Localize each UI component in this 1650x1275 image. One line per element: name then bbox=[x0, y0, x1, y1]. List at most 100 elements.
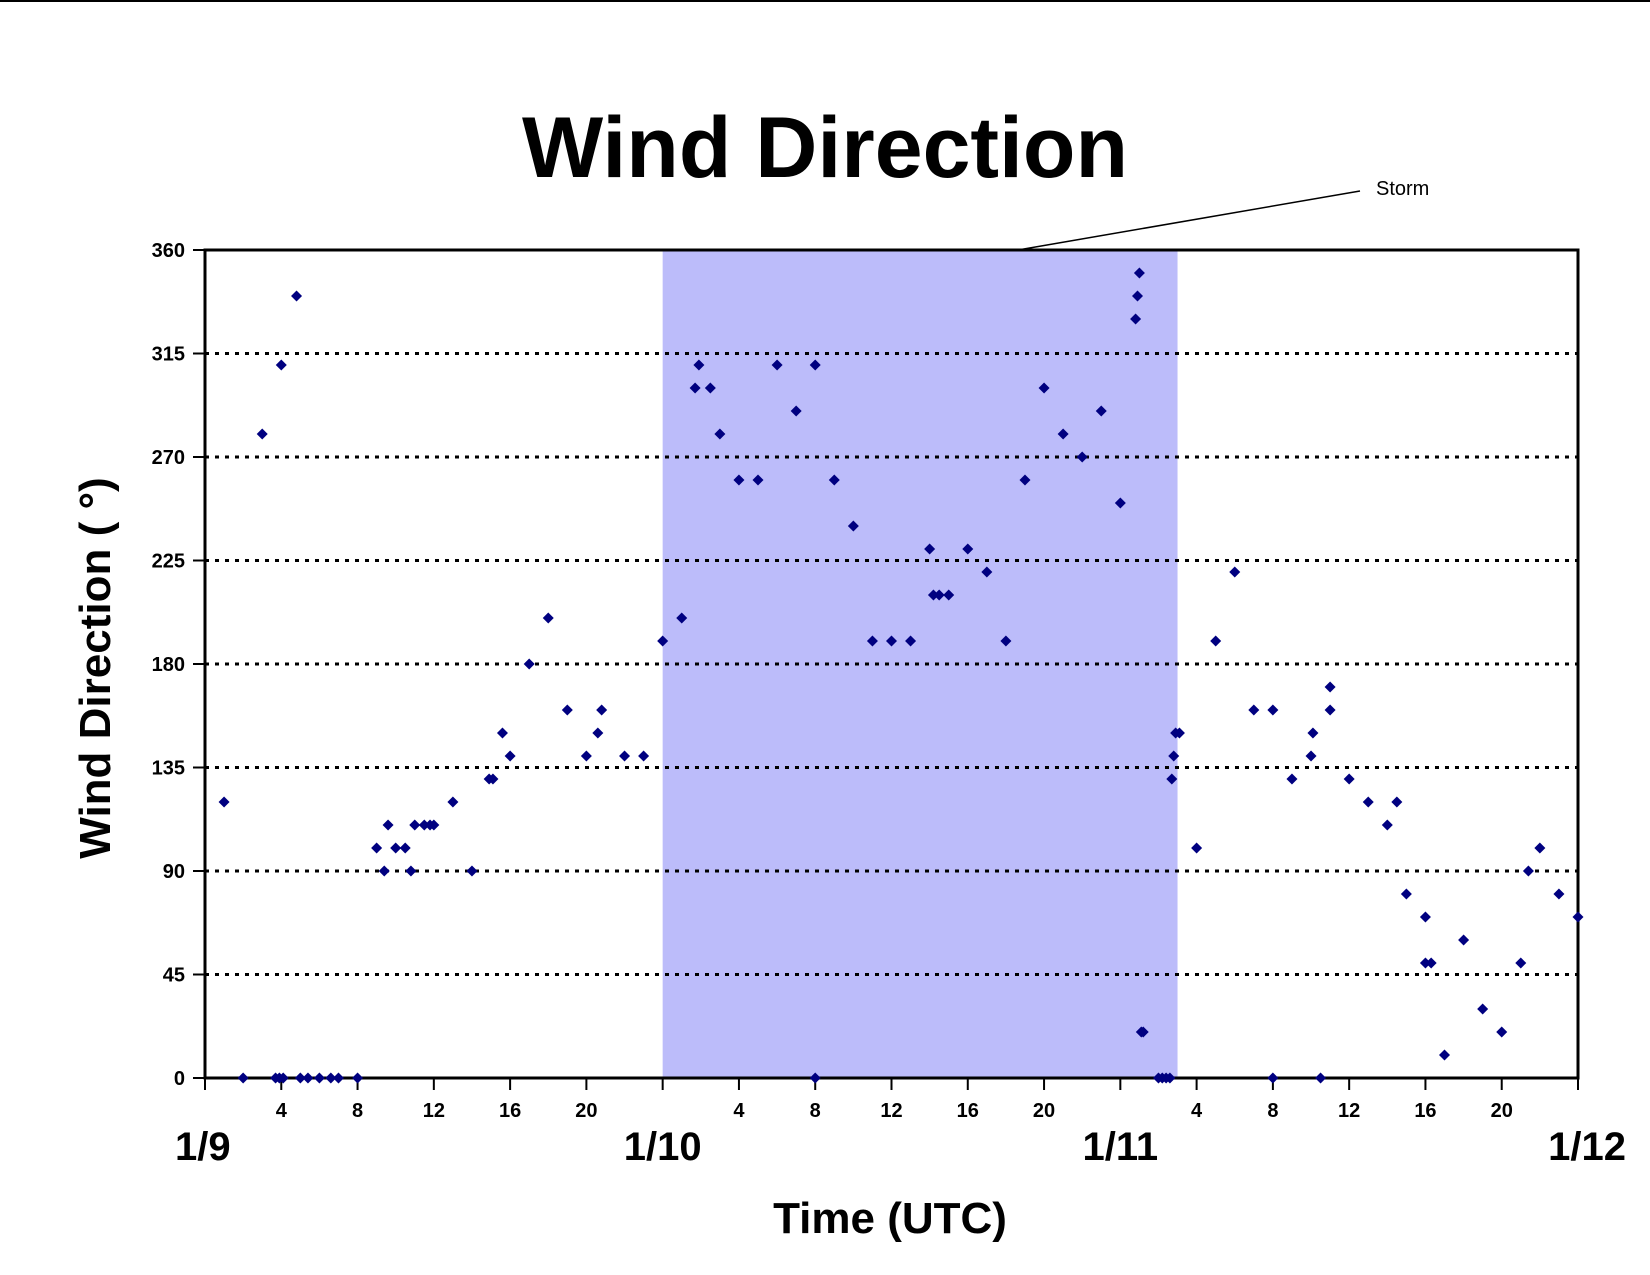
data-point bbox=[447, 796, 459, 808]
data-point bbox=[1553, 888, 1565, 900]
data-point bbox=[1133, 267, 1145, 279]
data-point bbox=[866, 635, 878, 647]
data-point bbox=[1095, 405, 1107, 417]
data-point bbox=[927, 589, 939, 601]
data-point bbox=[466, 865, 478, 877]
data-point bbox=[752, 474, 764, 486]
data-point bbox=[405, 865, 417, 877]
x-tick-label: 4 bbox=[733, 1100, 745, 1122]
data-point bbox=[378, 865, 390, 877]
data-point bbox=[277, 1072, 289, 1084]
x-tick-label: 16 bbox=[499, 1100, 521, 1122]
y-axis-label: Wind Direction ( °) bbox=[71, 477, 120, 858]
day-label-1-10: 1/10 bbox=[624, 1125, 702, 1169]
data-point bbox=[596, 704, 608, 716]
x-tick-label: 20 bbox=[1491, 1100, 1513, 1122]
data-point bbox=[828, 474, 840, 486]
data-point bbox=[325, 1072, 337, 1084]
data-point bbox=[1000, 635, 1012, 647]
day-label-1-12: 1/12 bbox=[1548, 1125, 1626, 1169]
y-tick-label-0: 0 bbox=[174, 1068, 185, 1090]
data-point bbox=[981, 566, 993, 578]
y-tick-label-315: 315 bbox=[152, 344, 185, 366]
data-point bbox=[1400, 888, 1412, 900]
data-point bbox=[1496, 1026, 1508, 1038]
data-point bbox=[218, 796, 230, 808]
x-tick-label: 12 bbox=[880, 1100, 902, 1122]
data-point bbox=[886, 635, 897, 647]
data-point bbox=[924, 543, 936, 555]
data-point bbox=[371, 842, 383, 854]
data-point bbox=[418, 819, 430, 831]
data-point bbox=[1534, 842, 1546, 854]
data-point bbox=[1267, 704, 1279, 716]
y-tick-label-90: 90 bbox=[163, 861, 185, 883]
data-point bbox=[1191, 842, 1203, 854]
y-tick-label-180: 180 bbox=[152, 654, 185, 676]
axes bbox=[193, 248, 1580, 1090]
data-point bbox=[1381, 819, 1393, 831]
data-point bbox=[1307, 727, 1319, 739]
data-point bbox=[1419, 911, 1431, 923]
x-tick-label: 4 bbox=[1191, 1100, 1203, 1122]
data-point bbox=[657, 635, 669, 647]
x-tick-label: 16 bbox=[1414, 1100, 1436, 1122]
data-point bbox=[256, 428, 268, 440]
data-point bbox=[771, 359, 783, 371]
annotations: Storm bbox=[1017, 178, 1429, 251]
y-tick-labels: 0 45 90 135 180 225 270 315 360 bbox=[152, 240, 185, 1090]
data-point bbox=[1305, 750, 1317, 762]
data-point bbox=[390, 842, 402, 854]
data-point bbox=[1210, 635, 1222, 647]
data-point bbox=[504, 750, 516, 762]
data-point bbox=[1057, 428, 1069, 440]
data-point bbox=[809, 359, 821, 371]
data-point bbox=[580, 750, 592, 762]
y-tick-label-45: 45 bbox=[163, 965, 185, 987]
data-point bbox=[275, 359, 287, 371]
y-tick-label-225: 225 bbox=[152, 551, 185, 573]
data-point bbox=[1166, 773, 1178, 785]
data-point bbox=[332, 1072, 344, 1084]
data-point bbox=[294, 1072, 306, 1084]
y-tick-label-270: 270 bbox=[152, 447, 185, 469]
x-tick-label: 8 bbox=[352, 1100, 363, 1122]
data-point bbox=[933, 589, 945, 601]
data-point bbox=[1038, 382, 1050, 394]
top-border-rule bbox=[0, 0, 1650, 2]
x-tick-label: 8 bbox=[810, 1100, 821, 1122]
data-point bbox=[1439, 1049, 1451, 1061]
data-point bbox=[487, 773, 499, 785]
data-point bbox=[399, 842, 411, 854]
data-point bbox=[790, 405, 802, 417]
data-point bbox=[704, 382, 716, 394]
day-label-1-9: 1/9 bbox=[175, 1125, 231, 1169]
data-point bbox=[1076, 451, 1088, 463]
data-point bbox=[1477, 1003, 1489, 1015]
data-point bbox=[689, 382, 701, 394]
x-tick-label: 20 bbox=[575, 1100, 597, 1122]
chart-title: Wind Direction bbox=[522, 100, 1128, 196]
data-point bbox=[1515, 957, 1527, 969]
data-point bbox=[733, 474, 745, 486]
data-point bbox=[291, 290, 303, 302]
data-point bbox=[1248, 704, 1260, 716]
data-point bbox=[619, 750, 631, 762]
data-point bbox=[1019, 474, 1031, 486]
data-point bbox=[1286, 773, 1298, 785]
data-point bbox=[1458, 934, 1470, 946]
data-point bbox=[693, 359, 705, 371]
data-point bbox=[676, 612, 688, 624]
data-point bbox=[1229, 566, 1241, 578]
data-point bbox=[302, 1072, 314, 1084]
x-tick-label: 4 bbox=[276, 1100, 288, 1122]
data-point bbox=[905, 635, 917, 647]
data-point bbox=[313, 1072, 325, 1084]
y-tick-label-360: 360 bbox=[152, 240, 185, 262]
data-point bbox=[847, 520, 859, 532]
data-point bbox=[1131, 290, 1143, 302]
data-point bbox=[714, 428, 726, 440]
data-point bbox=[1425, 957, 1437, 969]
data-point bbox=[1419, 957, 1431, 969]
